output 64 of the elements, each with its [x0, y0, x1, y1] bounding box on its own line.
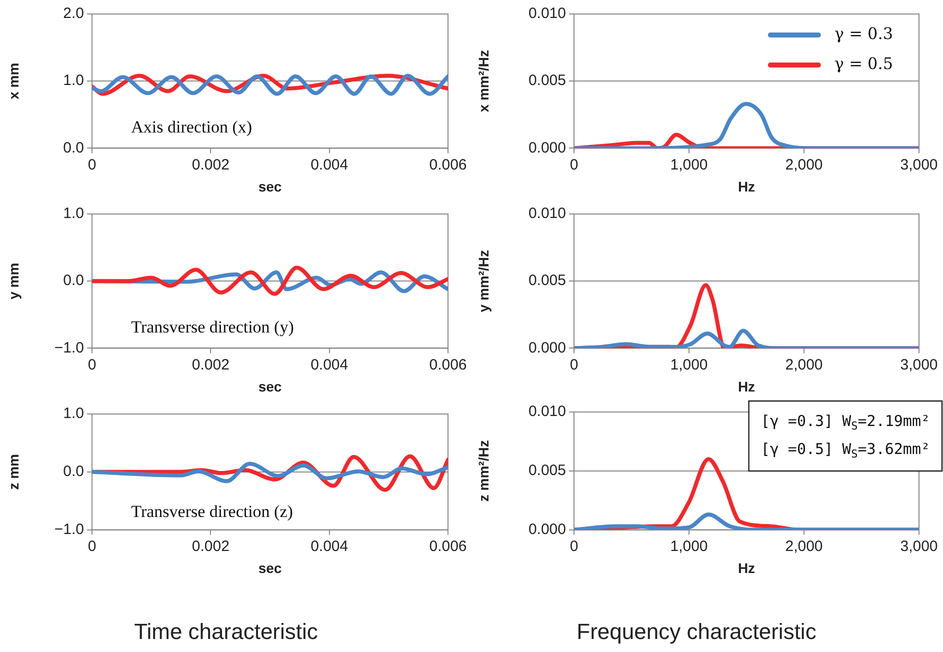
y-tick-label: 0.000 [528, 339, 566, 356]
x-tick-label: 0.002 [192, 356, 230, 374]
x-tick-label: 0.006 [429, 356, 467, 374]
y-axis-title: z mm²/Hz [475, 440, 492, 502]
x-tick-label: 0 [570, 356, 578, 374]
x-tick-label: 0 [570, 538, 578, 555]
y-tick-label: 0.005 [528, 272, 566, 290]
text: Frequency characteristic [576, 618, 816, 644]
x-tick-label: 0 [88, 356, 96, 374]
x-axis-title: sec [258, 378, 282, 394]
x-tick-label: 1,000 [670, 156, 708, 174]
y-tick-label: 0.000 [528, 520, 566, 538]
x-tick-label: 3,000 [900, 156, 938, 174]
x-tick-label: 0.002 [192, 156, 230, 174]
x-axis-title: Hz [738, 378, 756, 394]
annotation: Transverse direction (y) [131, 318, 294, 337]
x-axis-title: sec [258, 178, 282, 194]
x-tick-label: 2,000 [785, 356, 823, 374]
line-series [574, 512, 919, 530]
x-tick-label: 2,000 [785, 156, 823, 174]
annotation: Transverse direction (z) [131, 502, 293, 521]
y-axis-title: y mm²/Hz [475, 250, 492, 312]
legend-label: γ = 0.5 [834, 54, 894, 74]
x-tick-label: 0 [88, 538, 96, 555]
text: Time characteristic [134, 618, 318, 644]
x-tick-label: 0 [570, 156, 578, 174]
x-axis-title: sec [258, 560, 282, 576]
y-tick-label: 0.010 [528, 403, 566, 420]
x-tick-label: 0 [88, 156, 96, 174]
y-tick-label: 0.005 [528, 72, 566, 90]
x-axis-title: Hz [738, 560, 756, 576]
x-tick-label: 0.004 [310, 156, 348, 174]
legend-label: γ = 0.3 [834, 24, 894, 44]
x-tick-label: 0.002 [192, 538, 230, 555]
x-tick-label: 1,000 [670, 356, 708, 374]
line-series [574, 328, 919, 348]
y-tick-label: 0.0 [63, 463, 84, 480]
y-tick-label: 0.0 [63, 272, 84, 290]
y-tick-label: 2.0 [63, 5, 84, 22]
y-tick-label: 1.0 [63, 72, 84, 90]
y-tick-label: 0.0 [63, 139, 84, 156]
x-tick-label: 0.004 [310, 356, 348, 374]
y-axis-title: x mm²/Hz [475, 50, 492, 112]
y-tick-label: 0.010 [528, 205, 566, 222]
y-tick-label: −1.0 [54, 520, 84, 538]
y-axis-title: z mm [5, 454, 22, 490]
y-tick-label: 1.0 [63, 205, 84, 222]
y-tick-label: −1.0 [54, 339, 84, 356]
line-series [574, 102, 919, 148]
y-tick-label: 1.0 [63, 405, 84, 422]
x-tick-label: 2,000 [785, 538, 823, 555]
y-tick-label: 0.010 [528, 5, 566, 22]
x-tick-label: 3,000 [900, 356, 938, 374]
x-tick-label: 1,000 [670, 538, 708, 555]
x-axis-title: Hz [738, 178, 756, 194]
x-tick-label: 0.006 [429, 538, 467, 555]
y-axis-title: y mm [5, 262, 22, 300]
y-tick-label: 0.005 [528, 462, 566, 480]
y-tick-label: 0.000 [528, 139, 566, 156]
x-tick-label: 3,000 [900, 538, 938, 555]
x-tick-label: 0.004 [310, 538, 348, 555]
annotation: Axis direction (x) [131, 118, 252, 137]
y-axis-title: x mm [5, 62, 22, 100]
x-tick-label: 0.006 [429, 156, 467, 174]
